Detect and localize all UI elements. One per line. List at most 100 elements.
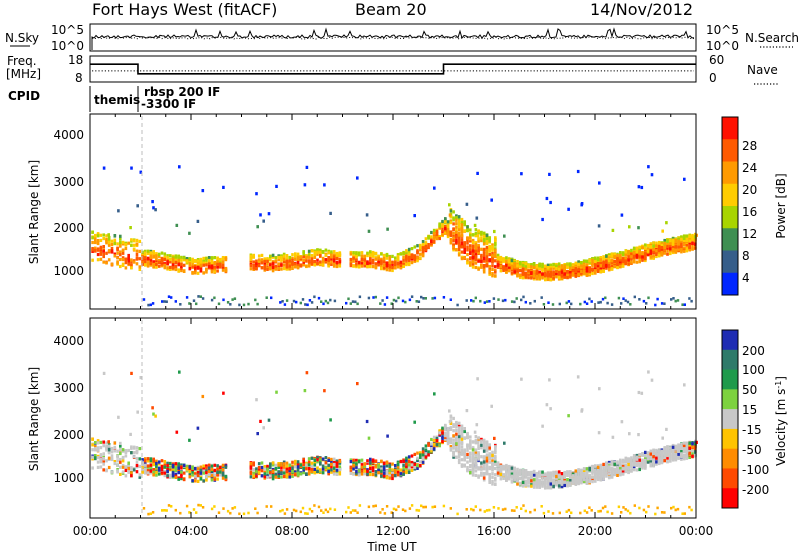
power-cell — [490, 198, 493, 202]
velocity-cell — [510, 466, 514, 470]
power-cell — [332, 253, 336, 257]
power-cell — [119, 253, 122, 257]
velocity-cell — [452, 434, 455, 438]
power-cell — [620, 302, 623, 305]
power-cell — [305, 264, 308, 268]
power-cb-tick-28: 28 — [742, 139, 757, 153]
velocity-cell — [416, 451, 419, 455]
power-cell — [519, 263, 522, 267]
power-cell — [177, 258, 180, 262]
power-cell — [307, 255, 311, 259]
power-cell — [390, 302, 393, 305]
velocity-cell — [174, 475, 178, 479]
velocity-cell — [107, 444, 111, 448]
power-cell — [277, 266, 280, 270]
power-cell — [482, 242, 486, 246]
power-cell — [335, 251, 339, 256]
power-cell — [474, 244, 478, 248]
velocity-cell — [366, 461, 369, 465]
velocity-cell — [355, 462, 358, 466]
power-cell — [505, 259, 508, 263]
power-cell — [671, 238, 675, 242]
velocity-cell — [469, 451, 472, 455]
power-cell — [433, 186, 436, 190]
power-cell — [188, 302, 191, 305]
velocity-cell — [332, 461, 336, 465]
velocity-cell — [549, 471, 553, 475]
power-cell — [557, 267, 561, 271]
velocity-cell — [560, 484, 564, 489]
velocity-cell — [457, 460, 461, 465]
velocity-cell — [574, 480, 578, 484]
velocity-cell — [513, 470, 516, 474]
power-cell — [335, 253, 339, 258]
velocity-cell — [474, 462, 478, 466]
power-cell — [666, 245, 669, 249]
power-cell — [308, 299, 312, 302]
power-cell — [685, 243, 689, 247]
velocity-cell — [96, 441, 100, 445]
power-cell — [307, 249, 311, 253]
velocity-cell — [327, 469, 330, 473]
velocity-cell — [127, 448, 130, 453]
power-cell — [419, 252, 422, 256]
velocity-cell — [280, 475, 283, 479]
velocity-cell — [457, 435, 461, 439]
power-cell — [303, 183, 307, 187]
power-cell — [655, 252, 658, 256]
power-cell — [660, 302, 664, 305]
power-cell — [552, 264, 555, 268]
power-cell — [503, 234, 506, 238]
velocity-cell — [388, 468, 392, 472]
power-cell — [335, 264, 339, 269]
power-cell — [224, 266, 228, 271]
power-cell — [110, 249, 114, 253]
velocity-cell — [399, 468, 403, 472]
power-cell — [480, 232, 483, 236]
power-cell — [330, 257, 333, 261]
power-cell — [396, 257, 400, 262]
power-cell — [602, 264, 605, 268]
power-cell — [522, 295, 525, 299]
power-cell — [124, 266, 128, 270]
velocity-cell — [474, 441, 478, 445]
velocity-cell — [152, 463, 155, 467]
power-cell — [530, 263, 533, 267]
velocity-cell — [380, 471, 383, 476]
velocity-cell — [382, 474, 386, 478]
velocity-cell — [330, 468, 333, 472]
velocity-cell — [555, 478, 558, 482]
velocity-cell — [166, 461, 169, 465]
colorbar-segment — [722, 117, 738, 140]
power-cell — [680, 248, 683, 252]
power-cell — [455, 240, 458, 244]
power-cell — [485, 263, 489, 267]
power-cell — [404, 300, 407, 304]
velocity-cell — [321, 467, 325, 471]
power-cell — [96, 241, 100, 245]
velocity-cell — [119, 472, 122, 476]
power-cell — [360, 255, 364, 259]
velocity-cell — [174, 468, 178, 473]
power-cell — [455, 228, 458, 232]
power-cell — [191, 262, 194, 266]
power-cell — [194, 266, 197, 270]
velocity-cell — [374, 465, 378, 469]
power-cell — [221, 265, 225, 269]
power-cell — [672, 297, 675, 300]
velocity-cell — [460, 458, 464, 462]
power-cell — [652, 254, 655, 258]
power-cell — [263, 261, 267, 265]
velocity-cell — [113, 441, 117, 445]
velocity-cell — [138, 464, 142, 468]
power-cell — [567, 207, 570, 211]
power-cell — [352, 264, 355, 268]
power-cell — [482, 238, 486, 242]
power-cell — [380, 257, 383, 261]
velocity-cell — [249, 475, 253, 479]
power-cell — [338, 260, 342, 264]
power-cell — [469, 233, 472, 237]
velocity-cell — [516, 482, 519, 486]
power-cell — [510, 271, 514, 275]
power-cell — [591, 271, 594, 276]
